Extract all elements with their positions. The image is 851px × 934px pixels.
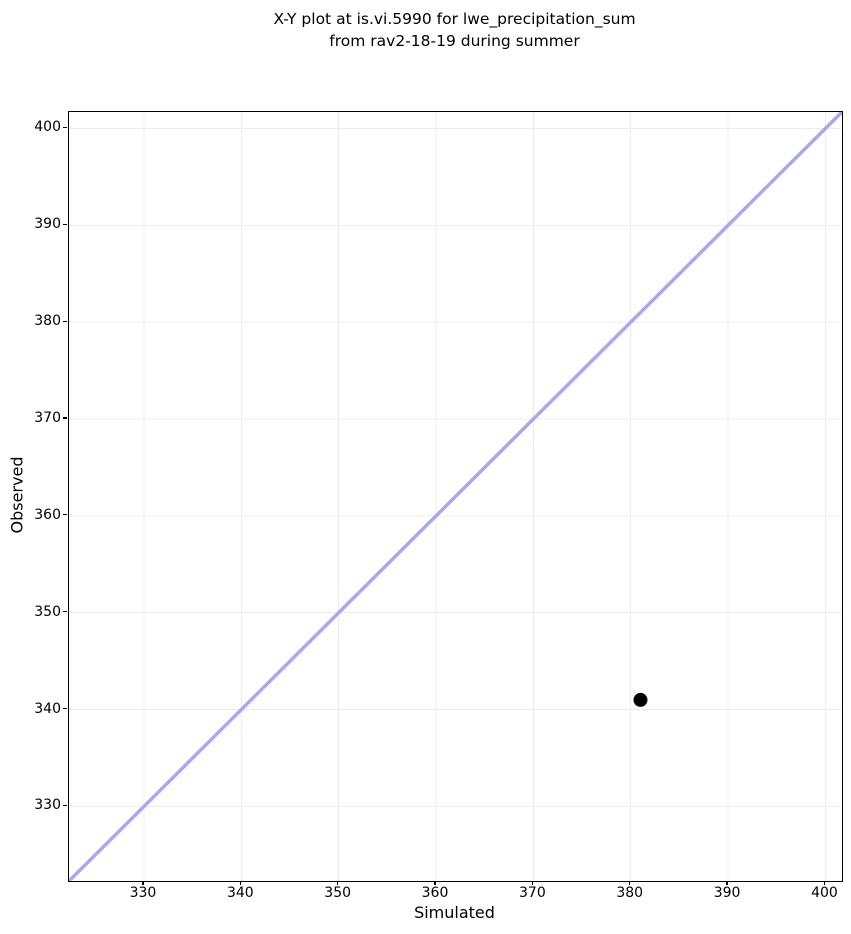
x-tick-label: 390 xyxy=(713,885,741,901)
x-tick-label: 350 xyxy=(324,885,352,901)
x-tick-label: 400 xyxy=(811,885,838,901)
y-tick-label: 360 xyxy=(34,506,61,523)
y-tick-label: 370 xyxy=(34,410,61,427)
x-tick-mark xyxy=(239,881,241,885)
x-tick-mark xyxy=(531,881,533,885)
y-tick-label: 390 xyxy=(34,216,61,233)
y-tick-mark xyxy=(63,417,67,419)
y-tick-mark xyxy=(63,223,67,225)
x-tick-label: 330 xyxy=(129,885,157,901)
y-tick-label: 340 xyxy=(34,700,61,717)
x-tick-mark xyxy=(629,881,631,885)
x-tick-mark xyxy=(823,881,826,885)
y-tick-mark xyxy=(63,611,67,613)
x-tick-label: 370 xyxy=(519,885,546,901)
x-tick-mark xyxy=(337,881,339,885)
y-tick-label: 350 xyxy=(34,603,61,620)
y-tick-label: 380 xyxy=(34,313,61,330)
y-axis-label: Observed xyxy=(7,456,27,534)
x-tick-mark xyxy=(726,881,728,885)
y-tick-label: 400 xyxy=(34,119,61,136)
x-axis-label: Simulated xyxy=(414,903,495,922)
y-tick-label: 330 xyxy=(34,797,61,814)
x-tick-label: 360 xyxy=(421,885,449,901)
plot-canvas xyxy=(69,112,842,881)
x-tick-mark xyxy=(142,881,144,885)
y-tick-mark xyxy=(63,320,67,322)
y-tick-mark xyxy=(63,126,67,129)
data-point xyxy=(633,692,648,707)
chart-title: X-Y plot at is.vi.5990 for lwe_precipita… xyxy=(273,10,636,50)
x-tick-mark xyxy=(434,881,436,885)
identity-line xyxy=(69,112,842,881)
y-tick-mark xyxy=(63,707,67,710)
x-tick-label: 380 xyxy=(616,885,644,901)
y-tick-mark xyxy=(63,804,67,806)
plot-area xyxy=(68,111,843,882)
y-tick-mark xyxy=(63,514,67,516)
x-tick-label: 340 xyxy=(226,885,254,901)
